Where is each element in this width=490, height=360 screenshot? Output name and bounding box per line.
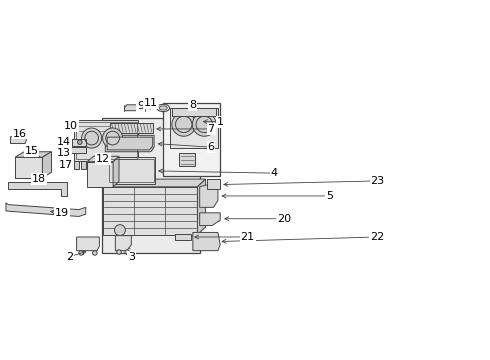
Polygon shape [76,237,99,251]
Circle shape [115,225,125,235]
Text: 23: 23 [370,176,385,186]
Circle shape [82,128,102,148]
Text: 6: 6 [208,142,215,152]
Circle shape [93,251,97,255]
Bar [102,118,200,253]
Text: 12: 12 [96,154,110,164]
Text: 2: 2 [66,252,74,262]
Circle shape [117,250,122,254]
Text: 7: 7 [208,124,215,134]
Text: 8: 8 [189,100,196,110]
Text: 19: 19 [55,208,69,218]
Polygon shape [102,187,197,235]
Bar [163,103,220,176]
Circle shape [102,128,122,148]
Polygon shape [115,235,131,251]
Bar [108,158,154,182]
Polygon shape [107,137,153,150]
Polygon shape [74,161,79,168]
Polygon shape [10,137,26,144]
Text: 18: 18 [32,174,46,184]
Polygon shape [197,179,206,235]
Circle shape [77,140,82,144]
Polygon shape [102,179,206,187]
Polygon shape [113,156,119,187]
Bar [107,157,155,184]
Polygon shape [15,152,51,157]
Polygon shape [179,153,195,166]
Polygon shape [193,233,220,251]
Text: 3: 3 [128,252,135,262]
Text: 17: 17 [59,161,73,170]
Text: 10: 10 [64,121,78,131]
Polygon shape [206,179,220,189]
Text: 5: 5 [326,191,333,201]
Text: 13: 13 [57,148,72,158]
Circle shape [79,251,83,255]
Polygon shape [105,135,154,152]
Polygon shape [15,157,43,178]
Text: 11: 11 [144,98,158,108]
Polygon shape [200,184,218,207]
Text: 4: 4 [270,168,277,178]
Polygon shape [87,156,119,162]
Polygon shape [170,108,218,148]
Polygon shape [67,147,86,153]
Bar [110,123,153,133]
Circle shape [193,113,216,136]
Text: 20: 20 [277,214,291,224]
Bar [74,120,138,161]
Circle shape [172,113,196,136]
Text: 1: 1 [217,117,224,127]
Text: 22: 22 [370,232,385,242]
Text: 21: 21 [241,232,255,242]
Text: 9: 9 [137,101,144,111]
Bar [75,122,137,159]
Polygon shape [124,105,145,111]
Ellipse shape [157,104,170,112]
Circle shape [125,250,129,254]
Ellipse shape [159,106,167,110]
Text: 14: 14 [57,137,72,147]
Text: 15: 15 [24,146,39,156]
Polygon shape [174,234,191,240]
Polygon shape [72,139,86,146]
Polygon shape [172,108,216,116]
Polygon shape [200,213,220,226]
Polygon shape [43,152,51,178]
Text: 16: 16 [13,129,26,139]
Polygon shape [81,161,86,168]
Polygon shape [87,162,113,187]
Polygon shape [8,182,68,196]
Polygon shape [6,203,86,216]
